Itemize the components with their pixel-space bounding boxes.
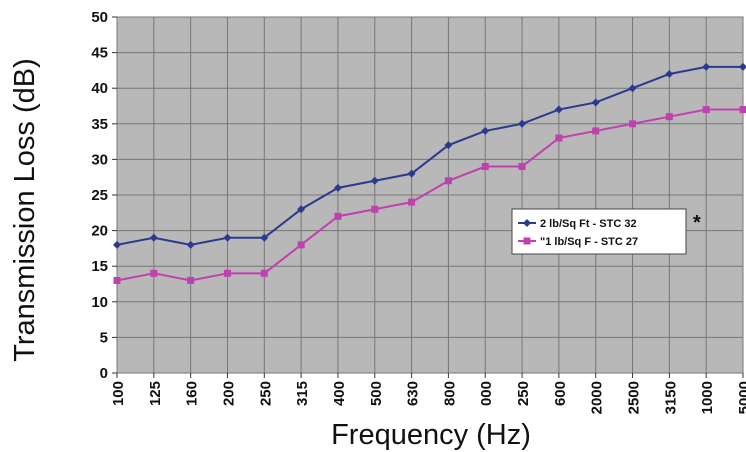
data-point-diamond <box>481 126 490 135</box>
data-point-diamond <box>186 240 195 249</box>
legend-box <box>511 208 687 255</box>
data-point-square <box>223 269 231 277</box>
data-point-diamond <box>591 98 600 107</box>
series-line <box>116 65 743 246</box>
data-point-diamond <box>407 169 416 178</box>
data-point-square <box>371 205 379 213</box>
data-point-diamond <box>370 176 379 185</box>
x-tick-label: 160 <box>184 381 201 406</box>
data-point-diamond <box>628 84 637 93</box>
data-point-square <box>518 163 526 171</box>
series-1 <box>113 62 746 249</box>
x-tick-label: 3150 <box>662 381 679 414</box>
data-point-square <box>481 163 489 171</box>
data-point-diamond <box>113 240 121 249</box>
legend: 2 lb/Sq Ft - STC 32 "1 lb/Sq F - STC 27 <box>511 208 687 255</box>
x-tick-label: 2500 <box>626 381 643 414</box>
x-axis-ticks: 100 125 160 200 250 315 400 500 630 800 000 250 600 2… <box>110 373 746 414</box>
data-point-diamond <box>554 105 563 114</box>
data-point-square <box>113 276 121 284</box>
x-tick-label: 100 <box>110 381 127 406</box>
x-tick-label: 125 <box>147 381 164 406</box>
series-layer <box>113 62 746 284</box>
data-point-square <box>629 120 637 128</box>
data-point-diamond <box>739 62 746 71</box>
data-point-diamond <box>702 62 711 71</box>
data-point-diamond <box>297 205 306 214</box>
legend-marker-diamond <box>523 219 531 227</box>
x-tick-label: 250 <box>257 381 274 406</box>
x-axis-title: Frequency (Hz) <box>331 419 531 451</box>
x-tick-label: 2000 <box>589 381 606 414</box>
data-point-square <box>297 241 305 249</box>
data-point-diamond <box>149 233 158 242</box>
data-point-diamond <box>333 183 342 192</box>
data-point-diamond <box>444 141 453 150</box>
data-point-square <box>739 106 746 114</box>
x-tick-label: 315 <box>294 381 311 406</box>
x-tick-label: 400 <box>331 381 348 406</box>
x-tick-label: 5000 <box>736 381 746 414</box>
legend-marker-square <box>523 237 531 245</box>
y-tick-label: 35 <box>91 116 108 133</box>
y-tick-label: 15 <box>91 258 108 275</box>
data-point-square <box>260 269 268 277</box>
y-axis-ticks: 0 5 10 15 20 25 30 35 40 45 50 <box>91 9 117 382</box>
y-tick-label: 0 <box>100 365 108 382</box>
legend-label: "1 lb/Sq F - STC 27 <box>540 236 638 248</box>
x-tick-label: 500 <box>368 381 385 406</box>
data-point-square <box>444 177 452 185</box>
x-tick-label: 600 <box>552 381 569 406</box>
data-point-square <box>408 198 416 206</box>
series-2 <box>113 106 746 284</box>
x-tick-label: 1000 <box>699 381 716 414</box>
data-point-square <box>555 134 563 142</box>
x-tick-label: 200 <box>220 381 237 406</box>
data-point-square <box>150 269 158 277</box>
x-tick-label: 000 <box>478 381 495 406</box>
x-tick-label: 250 <box>515 381 532 406</box>
y-tick-label: 5 <box>100 329 108 346</box>
y-tick-label: 10 <box>91 294 108 311</box>
data-point-diamond <box>665 69 674 78</box>
x-tick-label: 630 <box>405 381 422 406</box>
y-tick-label: 20 <box>91 223 108 240</box>
x-tick-label: 800 <box>441 381 458 406</box>
legend-label: 2 lb/Sq Ft - STC 32 <box>540 218 637 230</box>
data-point-diamond <box>518 119 527 128</box>
y-tick-label: 50 <box>91 9 108 26</box>
data-point-diamond <box>223 233 232 242</box>
data-point-square <box>187 276 195 284</box>
data-point-square <box>665 113 673 121</box>
annotation-asterisk: * <box>693 212 701 234</box>
y-tick-label: 40 <box>91 80 108 97</box>
data-point-square <box>592 127 600 135</box>
y-tick-label: 25 <box>91 187 108 204</box>
y-axis-title: Transmission Loss (dB) <box>9 58 41 362</box>
data-point-square <box>702 106 710 114</box>
data-point-diamond <box>260 233 269 242</box>
y-tick-label: 30 <box>91 151 108 168</box>
series-line <box>116 108 743 282</box>
y-tick-label: 45 <box>91 45 108 62</box>
data-point-square <box>334 212 342 220</box>
